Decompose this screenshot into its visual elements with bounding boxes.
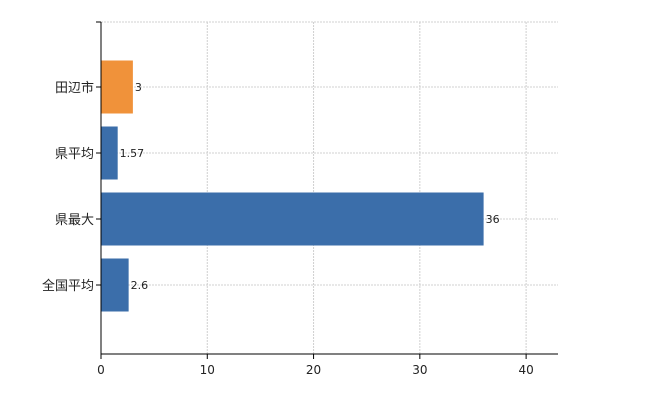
- gridlines: [101, 21, 558, 354]
- bar: [101, 258, 129, 312]
- x-tick-label: 30: [412, 363, 427, 377]
- axes: [96, 21, 558, 355]
- x-tick-label: 40: [518, 363, 533, 377]
- bar: [101, 60, 133, 114]
- bar-value-label: 1.57: [120, 147, 145, 160]
- y-category-label: 県平均: [55, 147, 94, 162]
- bars: [101, 60, 484, 312]
- y-category-label: 田辺市: [55, 80, 94, 96]
- x-tick-label: 20: [306, 363, 321, 377]
- bar: [101, 192, 484, 246]
- bar-value-label: 36: [486, 213, 500, 226]
- y-category-label: 県最大: [55, 213, 94, 228]
- y-category-label: 全国平均: [42, 278, 94, 294]
- x-tick-label: 10: [200, 363, 215, 377]
- bar: [101, 126, 118, 180]
- bar-value-label: 2.6: [131, 279, 149, 292]
- bar-value-label: 3: [135, 81, 142, 94]
- data-labels: 3 1.57 36 2.6: [120, 81, 500, 292]
- x-tick-label: 0: [97, 363, 105, 377]
- x-axis-ticks: 0 10 20 30 40: [97, 354, 534, 377]
